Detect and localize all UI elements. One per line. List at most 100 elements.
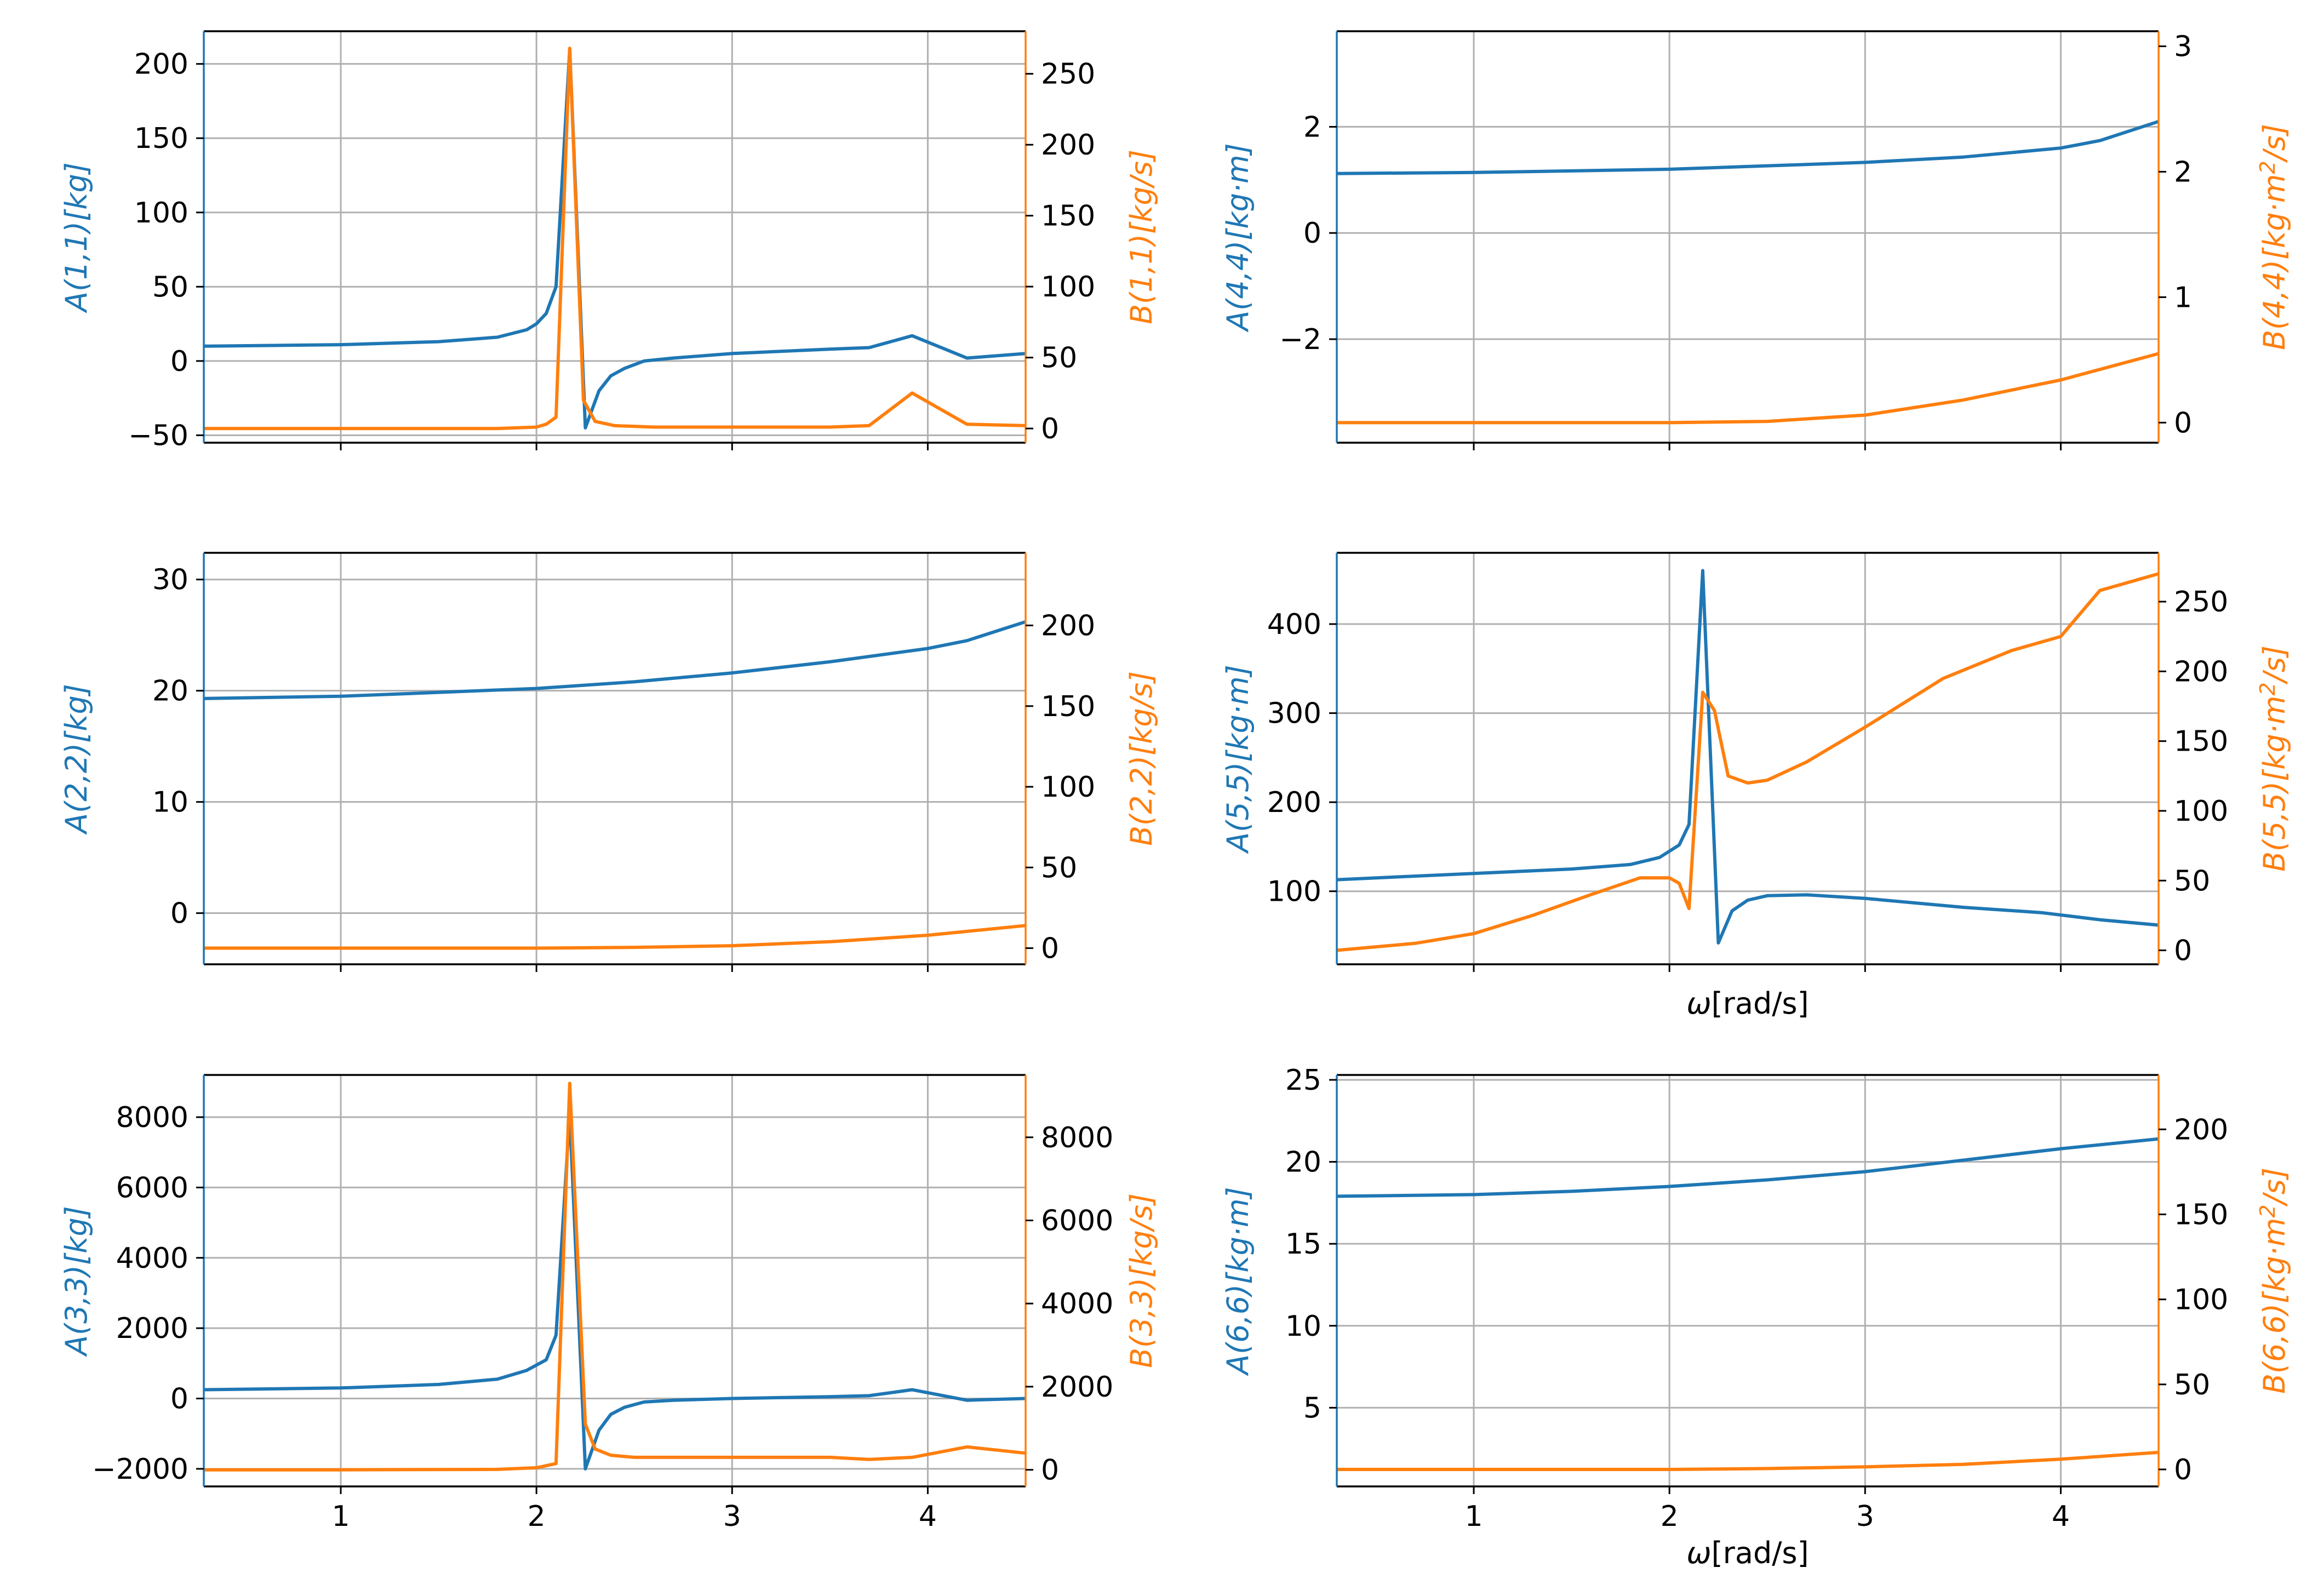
y-left-tick-label: 400 bbox=[1267, 608, 1321, 641]
y-left-tick-label: 20 bbox=[1285, 1146, 1321, 1179]
y-left-tick-label: 50 bbox=[152, 271, 188, 304]
y-right-tick-label: 150 bbox=[2174, 725, 2228, 758]
y-left-tick-label: 2000 bbox=[116, 1312, 188, 1345]
y-right-axis-label: B(6,6)[kg·m2/s] bbox=[2256, 1168, 2292, 1394]
y-right-tick-label: 0 bbox=[1041, 933, 1059, 965]
series-line-b bbox=[204, 1082, 1026, 1472]
series-line-b bbox=[1336, 572, 2159, 952]
y-left-tick-label: −50 bbox=[128, 419, 188, 452]
y-right-tick-label: 50 bbox=[1041, 342, 1077, 375]
x-axis-label: ω[rad/s] bbox=[1686, 986, 1809, 1021]
y-right-tick-label: 0 bbox=[2174, 1454, 2192, 1486]
x-tick-label: 3 bbox=[1856, 1500, 1874, 1533]
y-left-tick-label: 2 bbox=[1303, 111, 1321, 144]
x-tick-label: 2 bbox=[528, 1500, 546, 1533]
y-right-tick-label: 2 bbox=[2174, 156, 2192, 188]
x-tick-label: 1 bbox=[1464, 1500, 1483, 1533]
y-left-tick-label: 10 bbox=[1285, 1310, 1321, 1343]
y-right-tick-label: 6000 bbox=[1041, 1205, 1113, 1238]
series-line-b bbox=[1337, 352, 2159, 425]
y-right-tick-label: 50 bbox=[2174, 1369, 2210, 1401]
y-left-axis-label: A(5,5)[kg·m] bbox=[1221, 665, 1255, 854]
x-tick-label: 1 bbox=[331, 1500, 350, 1533]
y-left-axis-label: A(6,6)[kg·m] bbox=[1221, 1187, 1255, 1376]
y-left-tick-label: 20 bbox=[152, 675, 188, 708]
y-right-tick-label: 1 bbox=[2174, 281, 2192, 314]
y-left-tick-label: 30 bbox=[152, 564, 188, 597]
chart-panel-middle-right: 100 200 300 400 0 50 100 150 200 250 A(5,5)[kg·m] B… bbox=[1221, 552, 2292, 1021]
y-left-tick-label: 5 bbox=[1303, 1392, 1321, 1425]
y-right-axis-label: B(4,4)[kg·m2/s] bbox=[2256, 124, 2292, 350]
y-left-tick-label: −2 bbox=[1279, 323, 1321, 356]
y-right-tick-label: 50 bbox=[2174, 865, 2210, 897]
y-left-tick-label: 0 bbox=[170, 897, 188, 930]
y-left-tick-label: 4000 bbox=[116, 1242, 188, 1275]
x-tick-label: 3 bbox=[723, 1500, 741, 1533]
x-tick-label: 4 bbox=[919, 1500, 937, 1533]
y-right-axis-label: B(5,5)[kg·m2/s] bbox=[2256, 645, 2292, 872]
series-line-b bbox=[1337, 1450, 2159, 1471]
y-left-tick-label: 0 bbox=[170, 345, 188, 378]
y-right-tick-label: 3 bbox=[2174, 30, 2192, 63]
series-line-b bbox=[204, 47, 1026, 431]
x-axis-label: ω[rad/s] bbox=[1686, 1536, 1809, 1570]
y-left-tick-label: 200 bbox=[1267, 786, 1321, 819]
y-right-tick-label: 4000 bbox=[1041, 1288, 1113, 1320]
chart-panel-top-right: −2 0 2 0 1 2 3 A(4,4)[kg·m] B(4,4)[kg·m2/s] bbox=[1221, 30, 2292, 450]
y-right-tick-label: 200 bbox=[1041, 129, 1095, 162]
y-left-tick-label: 25 bbox=[1285, 1064, 1321, 1097]
x-tick-label: 2 bbox=[1661, 1500, 1679, 1533]
y-right-tick-label: 200 bbox=[2174, 1113, 2228, 1146]
series-line-a bbox=[203, 47, 1026, 430]
y-right-tick-label: 0 bbox=[1041, 1454, 1059, 1487]
y-right-axis-label: B(3,3)[kg/s] bbox=[1124, 1193, 1159, 1368]
y-left-tick-label: 300 bbox=[1267, 697, 1321, 730]
y-left-axis-label: A(1,1)[kg] bbox=[59, 162, 94, 313]
y-right-axis-label: B(1,1)[kg/s] bbox=[1124, 150, 1159, 324]
chart-panel-middle-left: 0 10 20 30 0 50 100 150 200 A(2,2)[kg] B(2,2)[kg/s… bbox=[59, 552, 1159, 972]
y-right-tick-label: 50 bbox=[1041, 851, 1077, 884]
y-right-tick-label: 0 bbox=[2174, 935, 2192, 968]
y-right-tick-label: 150 bbox=[2174, 1198, 2228, 1231]
y-left-axis-label: A(3,3)[kg] bbox=[59, 1206, 94, 1357]
y-right-tick-label: 8000 bbox=[1041, 1122, 1113, 1154]
x-tick-label: 4 bbox=[2052, 1500, 2070, 1533]
y-left-tick-label: 100 bbox=[134, 197, 188, 230]
y-left-tick-label: 6000 bbox=[116, 1171, 188, 1204]
y-right-tick-label: 100 bbox=[1041, 771, 1095, 804]
y-left-tick-label: 0 bbox=[1303, 217, 1321, 250]
y-right-tick-label: 150 bbox=[1041, 200, 1095, 233]
y-right-axis-label: B(2,2)[kg/s] bbox=[1124, 671, 1159, 846]
series-line-a bbox=[203, 620, 1026, 700]
chart-panel-bottom-right: 1 2 3 4 5 10 15 20 25 0 50 100 150 200 A(6,6)[kg·m] B(6… bbox=[1221, 1064, 2292, 1570]
y-left-tick-label: 0 bbox=[170, 1383, 188, 1416]
chart-panel-top-left: −50 0 50 100 150 200 0 50 100 150 200 250 A(1,1)[kg]… bbox=[59, 30, 1159, 452]
y-left-tick-label: 150 bbox=[134, 122, 188, 155]
chart-panel-bottom-left: 1 2 3 4 −2000 0 2000 4000 6000 8000 0 2000 4000 6000 8… bbox=[59, 1074, 1159, 1533]
y-right-tick-label: 100 bbox=[2174, 795, 2228, 828]
series-line-a bbox=[203, 1112, 1026, 1471]
series-line-b bbox=[204, 924, 1026, 950]
y-right-tick-label: 250 bbox=[1041, 58, 1095, 91]
y-right-tick-label: 0 bbox=[2174, 407, 2192, 439]
y-left-tick-label: −2000 bbox=[92, 1453, 188, 1486]
series-line-a bbox=[1336, 569, 2159, 945]
y-right-tick-label: 250 bbox=[2174, 586, 2228, 619]
y-right-tick-label: 200 bbox=[1041, 610, 1095, 643]
y-right-tick-label: 0 bbox=[1041, 413, 1059, 445]
y-right-tick-label: 100 bbox=[1041, 271, 1095, 304]
y-left-tick-label: 200 bbox=[134, 48, 188, 81]
series-line-a bbox=[1336, 119, 2159, 175]
y-right-tick-label: 100 bbox=[2174, 1284, 2228, 1317]
y-left-tick-label: 8000 bbox=[116, 1101, 188, 1134]
y-right-tick-label: 2000 bbox=[1041, 1371, 1113, 1404]
y-left-tick-label: 100 bbox=[1267, 876, 1321, 908]
y-left-axis-label: A(2,2)[kg] bbox=[59, 684, 94, 835]
series-line-a bbox=[1336, 1137, 2159, 1198]
y-left-axis-label: A(4,4)[kg·m] bbox=[1221, 143, 1255, 332]
y-right-tick-label: 150 bbox=[1041, 690, 1095, 723]
y-left-tick-label: 15 bbox=[1285, 1228, 1321, 1261]
y-right-tick-label: 200 bbox=[2174, 655, 2228, 688]
y-left-tick-label: 10 bbox=[152, 786, 188, 819]
